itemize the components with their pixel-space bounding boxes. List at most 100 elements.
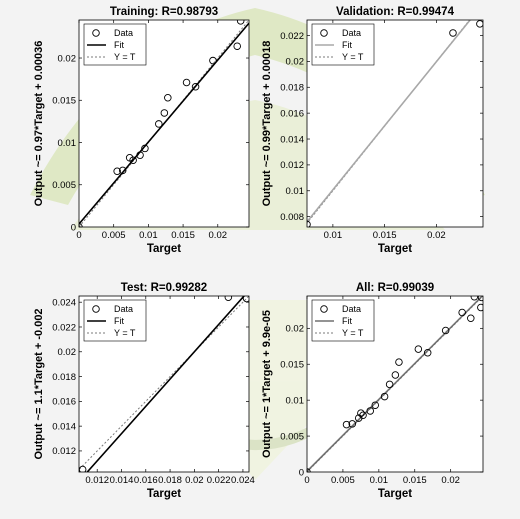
data-point <box>348 420 357 428</box>
y-axis-label: Output ~= 1*Target + 9.9e-05 <box>261 310 273 458</box>
x-tick-label: 0 <box>76 230 81 241</box>
chart-title: Test: R=0.99282 <box>121 282 207 294</box>
chart-title: Validation: R=0.99474 <box>336 6 455 18</box>
x-tick-label: 0.015 <box>403 475 427 486</box>
axes-frame <box>306 295 484 473</box>
fit-line <box>79 22 249 225</box>
data-point <box>136 151 144 159</box>
legend-label-identity: Y = T <box>342 52 364 62</box>
y-tick-label: 0.012 <box>280 160 304 171</box>
data-point <box>380 392 389 401</box>
data-point <box>385 380 394 389</box>
legend-data-marker <box>320 305 328 313</box>
y-tick-label: 0.02 <box>58 53 77 64</box>
x-tick-label: 0.005 <box>102 230 126 241</box>
y-tick-label: 0.012 <box>52 446 76 457</box>
legend-data-marker <box>92 29 100 37</box>
y-tick-label: 0.022 <box>280 31 304 42</box>
legend-label-identity: Y = T <box>114 328 136 338</box>
data-point <box>476 20 483 28</box>
identity-line <box>79 296 249 471</box>
x-tick-label: 0.01 <box>139 230 158 241</box>
legend-label-data: Data <box>342 28 361 38</box>
legend-label-fit: Fit <box>342 316 352 326</box>
legend-label-fit: Fit <box>114 40 124 50</box>
data-point <box>236 20 245 25</box>
y-tick-label: 0.005 <box>280 431 304 442</box>
x-axis-label: Target <box>378 243 412 255</box>
y-tick-label: 0.01 <box>286 186 305 197</box>
panel-2: 0.01 0.015 0.02 0.008 0.01 0.012 0.014 0.016 0.0… <box>261 6 484 255</box>
data-point <box>371 401 379 409</box>
x-tick-label: 0.01 <box>324 230 343 241</box>
data-point <box>155 120 163 128</box>
panel-4: 0 0.005 0.01 0.015 0.02 0 0.005 0.01 0.015 0.02 Al… <box>261 282 484 500</box>
y-tick-label: 0.014 <box>280 134 304 145</box>
plot-area <box>79 20 249 227</box>
x-tick-label: 0.02 <box>427 230 446 241</box>
data-point <box>160 109 169 117</box>
y-tick-label: 0.024 <box>52 297 76 308</box>
legend-label-fit: Fit <box>114 316 124 326</box>
x-tick-label: 0.01 <box>370 475 389 486</box>
y-tick-label: 0.01 <box>58 138 77 149</box>
y-tick-label: 0.014 <box>52 421 76 432</box>
x-tick-label: 0.014 <box>110 475 134 486</box>
x-tick-label: 0 <box>304 475 309 486</box>
y-tick-label: 0.018 <box>280 83 304 94</box>
chart-title: All: R=0.99039 <box>356 282 434 294</box>
axes-frame <box>78 295 250 473</box>
panel-3: 0.012 0.014 0.016 0.018 0.02 0.022 0.0240.0120… <box>33 282 255 500</box>
x-axis-label: Target <box>147 243 181 255</box>
fit-line <box>86 296 246 472</box>
y-tick-label: 0.016 <box>52 397 76 408</box>
legend-label-identity: Y = T <box>114 52 136 62</box>
legend: Data Fit Y = T <box>83 23 147 66</box>
data-point <box>233 42 241 50</box>
fit-line <box>307 20 472 223</box>
data-point <box>224 296 233 301</box>
y-tick-label: 0.02 <box>58 347 77 358</box>
data-point <box>470 296 479 301</box>
x-tick-label: 0.005 <box>331 475 355 486</box>
y-tick-label: 0.008 <box>280 212 304 223</box>
legend: Data Fit Y = T <box>83 299 147 342</box>
y-axis-label: Output ~= 0.97*Target + 0.00036 <box>33 41 45 207</box>
x-tick-label: 0.015 <box>171 230 195 241</box>
data-point <box>118 166 127 175</box>
data-point <box>441 326 450 335</box>
data-point <box>449 29 457 37</box>
data-point <box>357 409 365 417</box>
data-point <box>141 144 149 153</box>
y-tick-label: 0.005 <box>52 180 76 191</box>
y-tick-label: 0.016 <box>280 108 304 119</box>
data-point <box>164 93 172 102</box>
legend-label-data: Data <box>342 304 361 314</box>
y-tick-label: 0.02 <box>286 324 305 335</box>
data-point <box>395 358 403 366</box>
data-point <box>191 82 200 91</box>
data-point <box>423 349 432 357</box>
y-tick-label: 0 <box>299 467 304 478</box>
x-tick-label: 0.02 <box>185 475 204 486</box>
legend: Data Fit Y = T <box>311 299 375 342</box>
x-axis-label: Target <box>378 488 412 500</box>
legend-label-data: Data <box>114 304 133 314</box>
data-point <box>477 296 483 302</box>
legend-label-data: Data <box>114 28 133 38</box>
data-point <box>391 371 400 379</box>
x-tick-label: 0.018 <box>158 475 182 486</box>
y-tick-label: 0.022 <box>52 322 76 333</box>
fit-line <box>307 296 483 472</box>
x-tick-label: 0.022 <box>207 475 231 486</box>
y-axis-label: Output ~= 0.99*Target + 0.00018 <box>261 41 273 207</box>
panel-1: 0 0.005 0.01 0.015 0.02 0 0.005 0.01 0.015 0.02 Tr… <box>33 6 250 255</box>
axes-frame <box>78 19 250 228</box>
x-tick-label: 0.02 <box>209 230 228 241</box>
data-point <box>342 420 351 429</box>
y-tick-label: 0.018 <box>52 372 76 383</box>
x-tick-label: 0.02 <box>441 475 460 486</box>
y-axis-label: Output ~= 1.1*Target + -0.002 <box>33 308 45 459</box>
data-point <box>359 411 367 419</box>
